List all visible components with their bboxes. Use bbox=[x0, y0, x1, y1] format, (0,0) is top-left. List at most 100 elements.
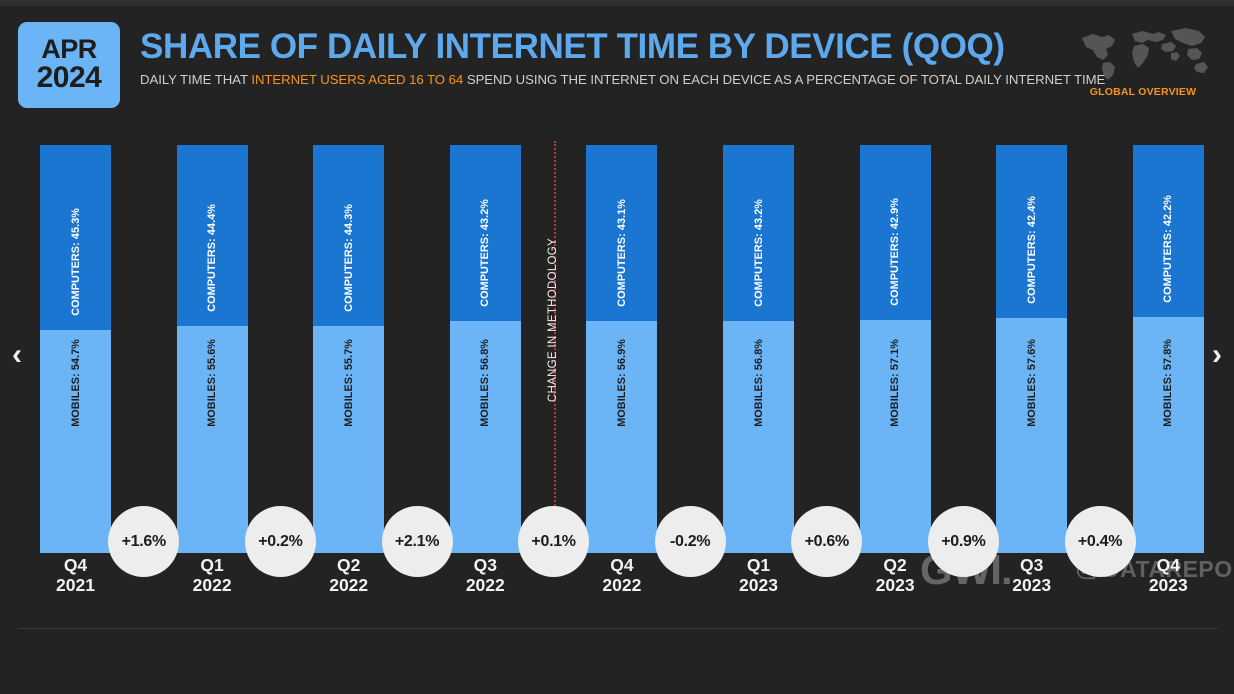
bar-category-year: 2022 bbox=[192, 574, 232, 595]
bar-column[interactable]: COMPUTERS: 42.2% MOBILES: 57.8% bbox=[1132, 145, 1204, 553]
next-slide-arrow[interactable]: › bbox=[1212, 338, 1222, 371]
subtitle-part-1: DAILY TIME THAT bbox=[140, 71, 252, 87]
bar-segment-mobiles-label: MOBILES: 57.1% bbox=[889, 339, 902, 427]
top-strip bbox=[0, 0, 1234, 6]
bar-category-label: Q2 2022 bbox=[313, 555, 384, 595]
bar-category-label: Q3 2023 bbox=[996, 555, 1067, 595]
bar-segment-mobiles-label: MOBILES: 56.8% bbox=[479, 339, 492, 427]
bar-column[interactable]: COMPUTERS: 42.4% MOBILES: 57.6% bbox=[996, 145, 1068, 553]
bar-column[interactable]: COMPUTERS: 44.4% MOBILES: 55.6% bbox=[176, 145, 248, 553]
bar-segment-computers: COMPUTERS: 43.2% bbox=[449, 145, 521, 322]
bar-column[interactable]: COMPUTERS: 43.1% MOBILES: 56.9% bbox=[586, 145, 658, 553]
bar-category-quarter: Q2 bbox=[883, 555, 907, 575]
bar-segment-computers: COMPUTERS: 44.4% bbox=[176, 145, 248, 327]
bar-category-quarter: Q1 bbox=[200, 555, 224, 575]
bar-category-label: Q3 2022 bbox=[450, 555, 521, 595]
bar-segment-mobiles-label: MOBILES: 55.6% bbox=[206, 339, 219, 427]
bar-segment-computers-label: COMPUTERS: 43.1% bbox=[615, 199, 628, 307]
bar-category-quarter: Q1 bbox=[746, 555, 771, 575]
slide-header: APR 2024 SHARE OF DAILY INTERNET TIME BY… bbox=[0, 6, 1234, 118]
page-title: SHARE OF DAILY INTERNET TIME BY DEVICE (… bbox=[140, 27, 1005, 66]
bar-category-label: Q2 2023 bbox=[860, 555, 931, 595]
bar-segment-mobiles: MOBILES: 56.8% bbox=[449, 321, 521, 553]
subtitle-highlight: INTERNET USERS AGED 16 TO 64 bbox=[251, 71, 464, 87]
bar-category-year: 2023 bbox=[1148, 574, 1188, 595]
global-overview-label: GLOBAL OVERVIEW bbox=[1089, 86, 1197, 98]
bar-segment-mobiles-label: MOBILES: 56.8% bbox=[752, 339, 765, 427]
bar-segment-mobiles: MOBILES: 57.6% bbox=[996, 317, 1068, 553]
bar-segment-mobiles: MOBILES: 56.8% bbox=[723, 321, 794, 553]
bar-category-label: Q4 2021 bbox=[40, 555, 111, 595]
bar-category-label: Q4 2022 bbox=[586, 555, 657, 595]
change-bubble[interactable]: +1.6% bbox=[108, 506, 180, 577]
bar-segment-mobiles-label: MOBILES: 57.8% bbox=[1162, 339, 1175, 427]
bar-segment-mobiles: MOBILES: 56.9% bbox=[586, 320, 658, 553]
bar-segment-computers-label: COMPUTERS: 43.2% bbox=[479, 199, 492, 308]
bar-segment-mobiles: MOBILES: 57.1% bbox=[859, 320, 931, 553]
bar-segment-computers-label: COMPUTERS: 43.2% bbox=[752, 199, 765, 308]
bar-segment-computers: COMPUTERS: 42.9% bbox=[859, 145, 931, 321]
bar-segment-computers: COMPUTERS: 45.3% bbox=[40, 145, 111, 330]
bar-category-label: Q1 2022 bbox=[177, 555, 248, 595]
change-bubble[interactable]: -0.2% bbox=[654, 506, 726, 577]
methodology-change-label: CHANGE IN METHODOLOGY bbox=[546, 238, 559, 403]
change-bubble[interactable]: +0.4% bbox=[1064, 506, 1136, 577]
bar-category-year: 2023 bbox=[739, 574, 778, 595]
bar-segment-computers-label: COMPUTERS: 45.3% bbox=[69, 208, 82, 316]
bar-column[interactable]: COMPUTERS: 43.2% MOBILES: 56.8% bbox=[723, 145, 794, 553]
bar-category-quarter: Q3 bbox=[1020, 555, 1044, 575]
global-overview-badge: GLOBAL OVERVIEW bbox=[1068, 20, 1218, 98]
bar-segment-computers-label: COMPUTERS: 42.2% bbox=[1162, 195, 1175, 304]
change-bubble[interactable]: +0.6% bbox=[791, 506, 863, 577]
bar-segment-computers: COMPUTERS: 42.4% bbox=[996, 145, 1068, 318]
bar-category-quarter: Q2 bbox=[337, 555, 361, 575]
chart-area: ‹ › GWI. DATAREPORTAL COMPUTERS: 45.3%MO… bbox=[0, 118, 1234, 630]
prev-slide-arrow[interactable]: ‹ bbox=[12, 338, 22, 371]
bar-column[interactable]: COMPUTERS: 43.2% MOBILES: 56.8% bbox=[449, 145, 521, 553]
date-badge: APR 2024 bbox=[18, 22, 120, 108]
bar-segment-mobiles-label: MOBILES: 55.7% bbox=[342, 339, 355, 427]
bar-column[interactable]: COMPUTERS: 44.3% MOBILES: 55.7% bbox=[313, 145, 385, 553]
bar-category-year: 2022 bbox=[329, 574, 369, 595]
bar-category-year: 2022 bbox=[602, 574, 642, 595]
bar-segment-computers: COMPUTERS: 44.3% bbox=[313, 145, 385, 326]
bar-segment-mobiles: MOBILES: 55.6% bbox=[176, 326, 248, 553]
footer-divider bbox=[18, 628, 1218, 629]
bar-segment-mobiles: MOBILES: 54.7% bbox=[40, 329, 111, 553]
bar-category-year: 2021 bbox=[56, 574, 95, 595]
subtitle-part-2: SPEND USING THE INTERNET ON EACH DEVICE … bbox=[463, 71, 1106, 87]
bar-category-year: 2023 bbox=[1012, 574, 1052, 595]
bar-segment-mobiles-label: MOBILES: 57.6% bbox=[1025, 339, 1038, 427]
bar-category-quarter: Q4 bbox=[610, 555, 634, 575]
bar-column[interactable]: COMPUTERS: 42.9% MOBILES: 57.1% bbox=[859, 145, 931, 553]
bar-category-quarter: Q4 bbox=[63, 555, 88, 575]
page-subtitle: DAILY TIME THAT INTERNET USERS AGED 16 T… bbox=[140, 71, 1105, 87]
stacked-bar-plot: GWI. DATAREPORTAL COMPUTERS: 45.3%MOBILE… bbox=[40, 118, 1234, 630]
bar-segment-mobiles: MOBILES: 55.7% bbox=[313, 325, 385, 553]
change-bubble[interactable]: +2.1% bbox=[381, 506, 453, 577]
bar-segment-computers-label: COMPUTERS: 42.9% bbox=[889, 198, 902, 307]
change-bubble[interactable]: +0.1% bbox=[518, 506, 590, 577]
methodology-change-divider bbox=[553, 141, 556, 541]
bar-segment-computers-label: COMPUTERS: 42.4% bbox=[1025, 196, 1038, 304]
bar-segment-mobiles-label: MOBILES: 56.9% bbox=[615, 339, 628, 427]
bar-category-quarter: Q4 bbox=[1156, 555, 1180, 575]
bar-category-label: Q4 2023 bbox=[1133, 555, 1204, 595]
bar-segment-computers-label: COMPUTERS: 44.3% bbox=[342, 203, 355, 312]
title-block: SHARE OF DAILY INTERNET TIME BY DEVICE (… bbox=[140, 27, 1105, 87]
change-bubble[interactable]: +0.2% bbox=[244, 506, 316, 577]
date-year: 2024 bbox=[36, 61, 102, 95]
bar-category-year: 2023 bbox=[875, 574, 915, 595]
bar-segment-computers: COMPUTERS: 42.2% bbox=[1132, 145, 1204, 318]
world-map-icon bbox=[1082, 28, 1208, 80]
bar-segment-computers: COMPUTERS: 43.2% bbox=[723, 145, 794, 322]
bar-category-year: 2022 bbox=[465, 574, 505, 595]
bar-segment-computers-label: COMPUTERS: 44.4% bbox=[206, 204, 219, 313]
bar-category-quarter: Q3 bbox=[473, 555, 497, 575]
bar-segment-mobiles-label: MOBILES: 54.7% bbox=[69, 339, 82, 427]
slide-footer: 48 SOURCE: GWI (Q4 2021 TO Q4 2023). FIG… bbox=[0, 632, 1234, 694]
bar-column[interactable]: COMPUTERS: 45.3% MOBILES: 54.7% bbox=[40, 145, 111, 553]
bar-segment-computers: COMPUTERS: 43.1% bbox=[586, 145, 658, 321]
change-bubble[interactable]: +0.9% bbox=[927, 506, 999, 577]
